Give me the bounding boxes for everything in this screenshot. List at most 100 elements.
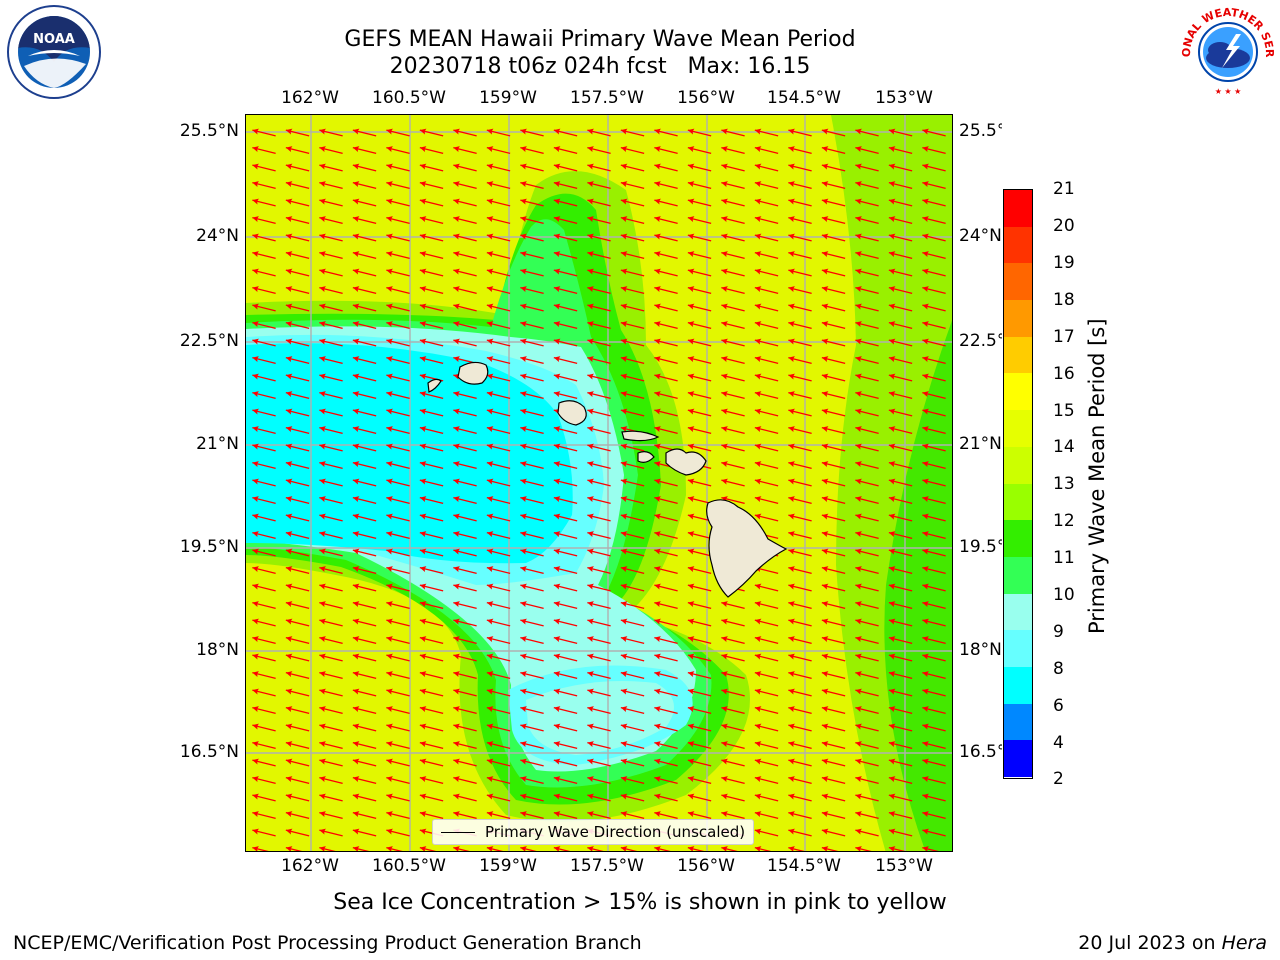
- wave-arrow: [252, 741, 276, 750]
- wave-arrow: [788, 251, 812, 260]
- wave-arrow: [721, 618, 745, 627]
- wave-arrow: [319, 653, 343, 662]
- wave-arrow: [453, 408, 477, 417]
- wave-arrow: [453, 513, 477, 522]
- wave-arrow: [821, 566, 846, 575]
- wave-arrow: [587, 373, 611, 382]
- lon-tick-top: 157.5°W: [570, 88, 644, 108]
- wave-arrow: [620, 268, 645, 277]
- wave-arrow: [453, 233, 477, 242]
- wave-arrow: [754, 758, 779, 767]
- wave-arrow: [553, 793, 578, 802]
- wave-arrow: [821, 128, 846, 137]
- wave-arrow: [654, 181, 678, 190]
- wave-arrow: [285, 251, 310, 260]
- wave-arrow: [486, 181, 511, 190]
- wave-arrow: [855, 163, 879, 172]
- wave-arrow: [922, 513, 946, 522]
- wave-arrow: [486, 373, 511, 382]
- wave-arrow: [419, 233, 444, 242]
- wave-arrow: [620, 321, 645, 330]
- wave-arrow: [888, 758, 913, 767]
- wave-arrow: [319, 216, 343, 225]
- wave-arrow: [687, 636, 712, 645]
- wave-arrow: [721, 233, 745, 242]
- wave-arrow: [587, 478, 611, 487]
- wave-arrow: [754, 706, 779, 715]
- wave-arrow: [252, 671, 276, 680]
- wave-arrow: [788, 391, 812, 400]
- wave-arrow: [453, 146, 477, 155]
- lon-tick-bottom: 153°W: [875, 856, 933, 876]
- wave-arrow: [520, 216, 544, 225]
- wave-arrow: [654, 723, 678, 732]
- wave-arrow: [587, 268, 611, 277]
- wave-arrow: [687, 426, 712, 435]
- wave-arrow: [486, 811, 511, 820]
- wave-arrow: [419, 846, 444, 851]
- wave-arrow: [888, 496, 913, 505]
- wave-arrow: [788, 723, 812, 732]
- wave-arrow: [486, 391, 511, 400]
- wave-arrow: [453, 618, 477, 627]
- wave-arrow: [285, 706, 310, 715]
- wave-arrow: [821, 408, 846, 417]
- wave-arrow: [922, 321, 946, 330]
- wave-arrow: [620, 128, 645, 137]
- wave-arrow: [386, 653, 410, 662]
- wave-arrow: [821, 706, 846, 715]
- wave-arrow: [419, 723, 444, 732]
- wave-arrow: [754, 828, 779, 837]
- wave-arrow: [721, 303, 745, 312]
- wave-arrow: [352, 321, 377, 330]
- wave-arrow: [620, 391, 645, 400]
- wave-arrow: [386, 321, 410, 330]
- colorbar-segment: [1004, 703, 1032, 741]
- wave-arrow: [855, 356, 879, 365]
- wave-arrow: [486, 198, 511, 207]
- wave-arrow: [687, 741, 712, 750]
- lat-tick-right: 16.5°N: [959, 742, 1002, 762]
- wave-arrow: [252, 356, 276, 365]
- wave-arrow: [553, 286, 578, 295]
- chart-subtitle: 20230718 t06z 024h fcst Max: 16.15: [389, 54, 811, 79]
- wave-arrow: [687, 776, 712, 785]
- wave-arrow: [587, 461, 611, 470]
- wave-arrow: [553, 216, 578, 225]
- colorbar-label: Primary Wave Mean Period [s]: [1085, 318, 1109, 634]
- colorbar-tick: 14: [1053, 437, 1075, 457]
- wave-arrow: [687, 706, 712, 715]
- wave-arrow: [252, 443, 276, 452]
- wave-arrow: [721, 163, 745, 172]
- wave-arrow: [587, 601, 611, 610]
- wave-arrow: [587, 356, 611, 365]
- wave-arrow: [285, 216, 310, 225]
- wave-arrow: [553, 251, 578, 260]
- wave-arrow: [285, 653, 310, 662]
- wave-arrow: [654, 566, 678, 575]
- wave-arrow: [453, 198, 477, 207]
- wave-arrow: [285, 303, 310, 312]
- wave-arrow: [754, 461, 779, 470]
- wave-arrow: [352, 233, 377, 242]
- wave-arrow: [252, 618, 276, 627]
- wave-arrow: [620, 513, 645, 522]
- wave-arrow: [888, 321, 913, 330]
- wave-arrow: [553, 356, 578, 365]
- wave-arrow: [352, 653, 377, 662]
- wave-arrow: [285, 338, 310, 347]
- wave-arrow: [587, 338, 611, 347]
- wave-arrow: [587, 321, 611, 330]
- wave-arrow: [821, 531, 846, 540]
- wave-arrow: [252, 723, 276, 732]
- wave-arrow: [520, 531, 544, 540]
- chart-title: GEFS MEAN Hawaii Primary Wave Mean Perio…: [344, 27, 856, 52]
- wave-arrow: [687, 478, 712, 487]
- wave-arrow: [855, 531, 879, 540]
- wave-arrow: [721, 723, 745, 732]
- wave-arrow: [788, 338, 812, 347]
- wave-arrow: [486, 233, 511, 242]
- wave-arrow: [821, 653, 846, 662]
- colorbar-segment: [1004, 226, 1032, 264]
- wave-arrow: [553, 758, 578, 767]
